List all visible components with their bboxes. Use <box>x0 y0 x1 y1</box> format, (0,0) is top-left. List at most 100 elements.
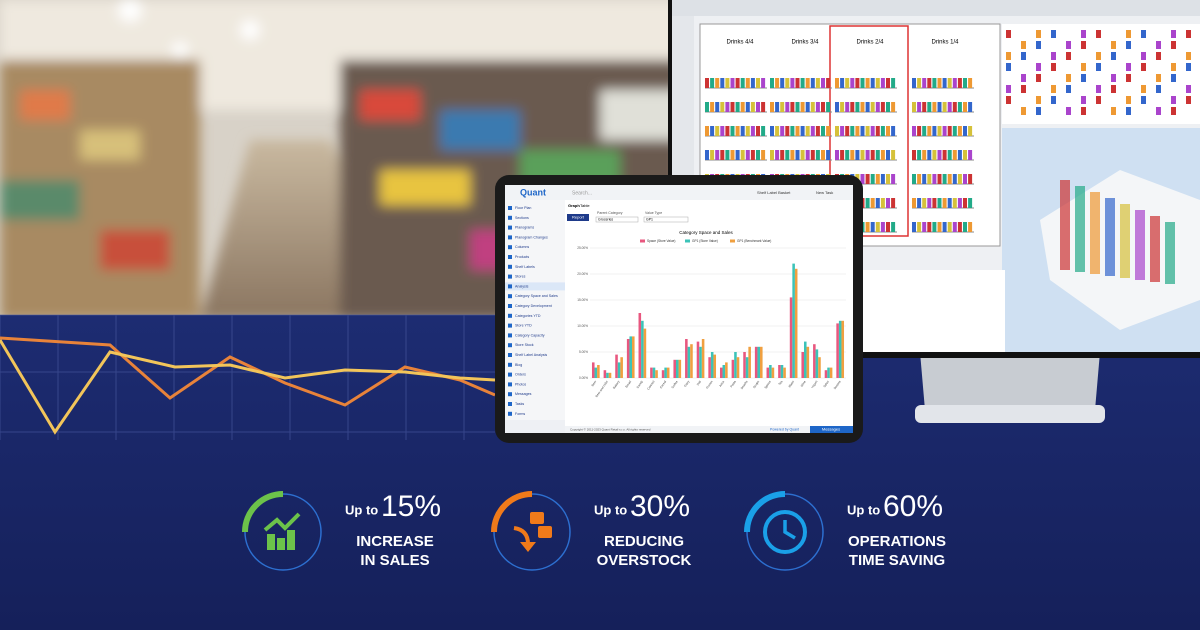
product <box>1126 30 1131 38</box>
menu-item[interactable]: Category Capacity <box>515 333 545 337</box>
product <box>826 150 831 160</box>
product <box>952 174 957 184</box>
product <box>963 222 967 232</box>
product <box>968 78 973 88</box>
product <box>917 198 922 208</box>
bar <box>708 357 711 378</box>
product <box>1036 107 1041 115</box>
menu-item[interactable]: Sections <box>515 216 529 220</box>
tab[interactable]: Table <box>580 203 590 208</box>
x-tick-label: Frozen <box>705 379 714 389</box>
product <box>821 78 825 88</box>
bar <box>608 372 612 378</box>
menu-item[interactable]: Category Development <box>515 304 552 308</box>
menu-item[interactable]: Orders <box>515 373 526 377</box>
new-task-button[interactable]: New Task <box>816 190 833 195</box>
product <box>725 78 730 88</box>
x-tick-label: Dairy <box>683 379 691 387</box>
y-tick-label: 5.00% <box>579 350 588 354</box>
product <box>947 174 952 184</box>
bar <box>801 352 804 378</box>
menu-item[interactable]: Floor Plan <box>515 206 531 210</box>
menu-icon <box>508 245 512 250</box>
menu-icon <box>508 225 512 230</box>
product <box>1126 96 1131 104</box>
menu-item[interactable]: Photos <box>515 382 526 386</box>
product <box>927 78 932 88</box>
menu-item[interactable]: Shelf Labels <box>515 265 535 269</box>
bar <box>615 354 618 378</box>
messages-button[interactable]: Messages <box>822 427 840 432</box>
icon-box <box>530 512 544 524</box>
product <box>745 78 750 88</box>
product <box>922 126 927 136</box>
menu-item[interactable]: Messages <box>515 392 532 396</box>
menu-item[interactable]: Blog <box>515 363 522 367</box>
product <box>1171 74 1176 82</box>
column-label: Drinks 3/4 <box>791 40 819 46</box>
menu-item[interactable]: Columns <box>515 245 529 249</box>
bar <box>748 346 751 378</box>
product <box>937 78 942 88</box>
bar <box>606 372 609 378</box>
filter-value[interactable]: Groceries <box>598 217 613 221</box>
product <box>963 174 967 184</box>
product <box>800 102 805 112</box>
powered: Powered by Quant <box>770 427 799 431</box>
product <box>963 150 967 160</box>
menu-item[interactable]: Products <box>515 255 529 259</box>
menu-item[interactable]: Planograms <box>515 226 534 230</box>
product <box>932 102 937 112</box>
menu-item[interactable]: Tasks <box>515 402 524 406</box>
menu-item[interactable]: Store Stock <box>515 343 534 347</box>
bar <box>701 339 705 378</box>
menu-item[interactable]: Category Space and Sales <box>515 294 558 298</box>
product <box>947 198 952 208</box>
menu-item[interactable]: Shelf Label Analysis <box>515 353 547 357</box>
menu-item[interactable]: Forms <box>515 412 525 416</box>
stat-label: INCREASE <box>356 533 434 550</box>
menu-item[interactable]: Analysis <box>515 284 529 288</box>
product <box>886 150 890 160</box>
bar <box>661 370 665 378</box>
product <box>870 102 875 112</box>
product <box>865 222 870 232</box>
bar <box>841 320 845 378</box>
product <box>745 126 750 136</box>
menu-item[interactable]: Categories YTD <box>515 314 541 318</box>
product <box>821 150 825 160</box>
product <box>912 174 916 184</box>
product <box>922 150 927 160</box>
bar <box>757 346 761 378</box>
product <box>1126 41 1131 49</box>
menu-item[interactable]: Store YTD <box>515 324 532 328</box>
x-tick-label: Tea <box>777 379 783 386</box>
menu-item[interactable]: Planogram Changes <box>515 235 548 239</box>
product <box>865 102 870 112</box>
search[interactable]: Search... <box>572 190 592 196</box>
product <box>937 174 942 184</box>
product <box>891 174 896 184</box>
store-photo <box>0 0 680 320</box>
product <box>780 150 785 160</box>
product <box>963 102 967 112</box>
stat-value: 30% <box>630 490 690 523</box>
bar <box>678 359 682 378</box>
filter-value[interactable]: GP1 <box>646 217 653 221</box>
bar <box>713 354 717 378</box>
bar <box>655 370 658 378</box>
menu-item[interactable]: Stores <box>515 275 526 279</box>
report-button[interactable]: Report <box>572 215 585 220</box>
shelf-3d <box>1120 204 1130 278</box>
bar <box>780 365 784 378</box>
product <box>937 198 942 208</box>
product <box>952 78 957 88</box>
product <box>1021 52 1026 60</box>
x-tick-label: Soups <box>752 379 760 389</box>
basket-button[interactable]: Shelf Label Basket <box>757 190 791 195</box>
product <box>1141 52 1146 60</box>
tab[interactable]: Graph <box>568 203 580 208</box>
product <box>880 126 885 136</box>
product <box>1096 30 1101 38</box>
column-label: Drinks 2/4 <box>856 40 884 46</box>
